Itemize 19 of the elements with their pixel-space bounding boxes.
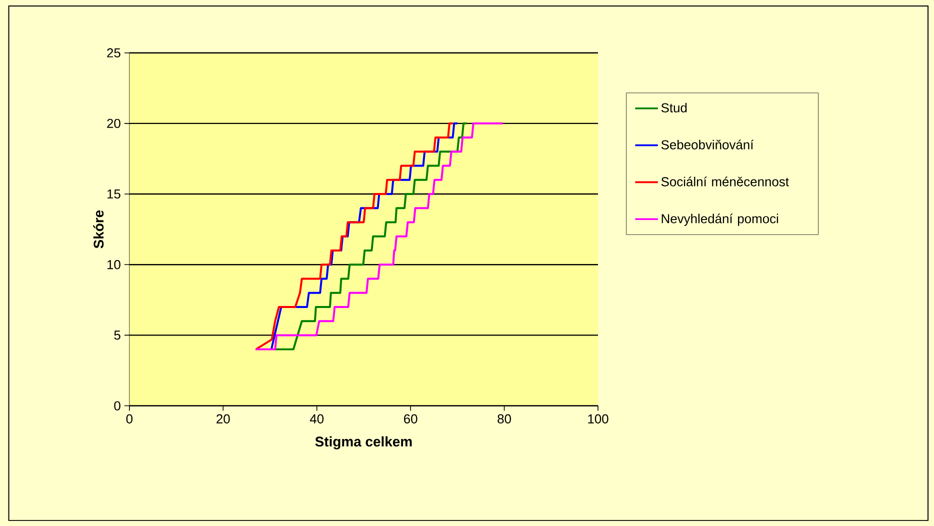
y-tick-label: 10 xyxy=(107,260,120,269)
x-tick-label: 80 xyxy=(498,414,511,424)
y-tick-label: 15 xyxy=(107,189,120,198)
legend-label: Nevyhledání pomoci xyxy=(662,213,778,226)
legend-label: Stud xyxy=(661,102,687,112)
x-tick-label: 40 xyxy=(310,414,324,424)
y-tick-label: 0 xyxy=(114,400,120,410)
y-axis-title: Skóre xyxy=(93,210,104,248)
x-tick-label: 60 xyxy=(404,414,418,424)
y-tick-label: 25 xyxy=(107,48,120,58)
y-tick-label: 5 xyxy=(114,330,120,340)
legend-label: Sebeobviňování xyxy=(661,140,754,150)
x-tick-label: 100 xyxy=(588,414,608,424)
x-axis-title: Stigma celkem xyxy=(315,436,412,450)
x-tick-label: 0 xyxy=(126,414,133,424)
line-series xyxy=(254,122,504,350)
x-tick-label: 20 xyxy=(216,414,230,424)
legend-label: Sociální méněcennost xyxy=(661,176,789,186)
y-tick-label: 20 xyxy=(107,118,120,128)
